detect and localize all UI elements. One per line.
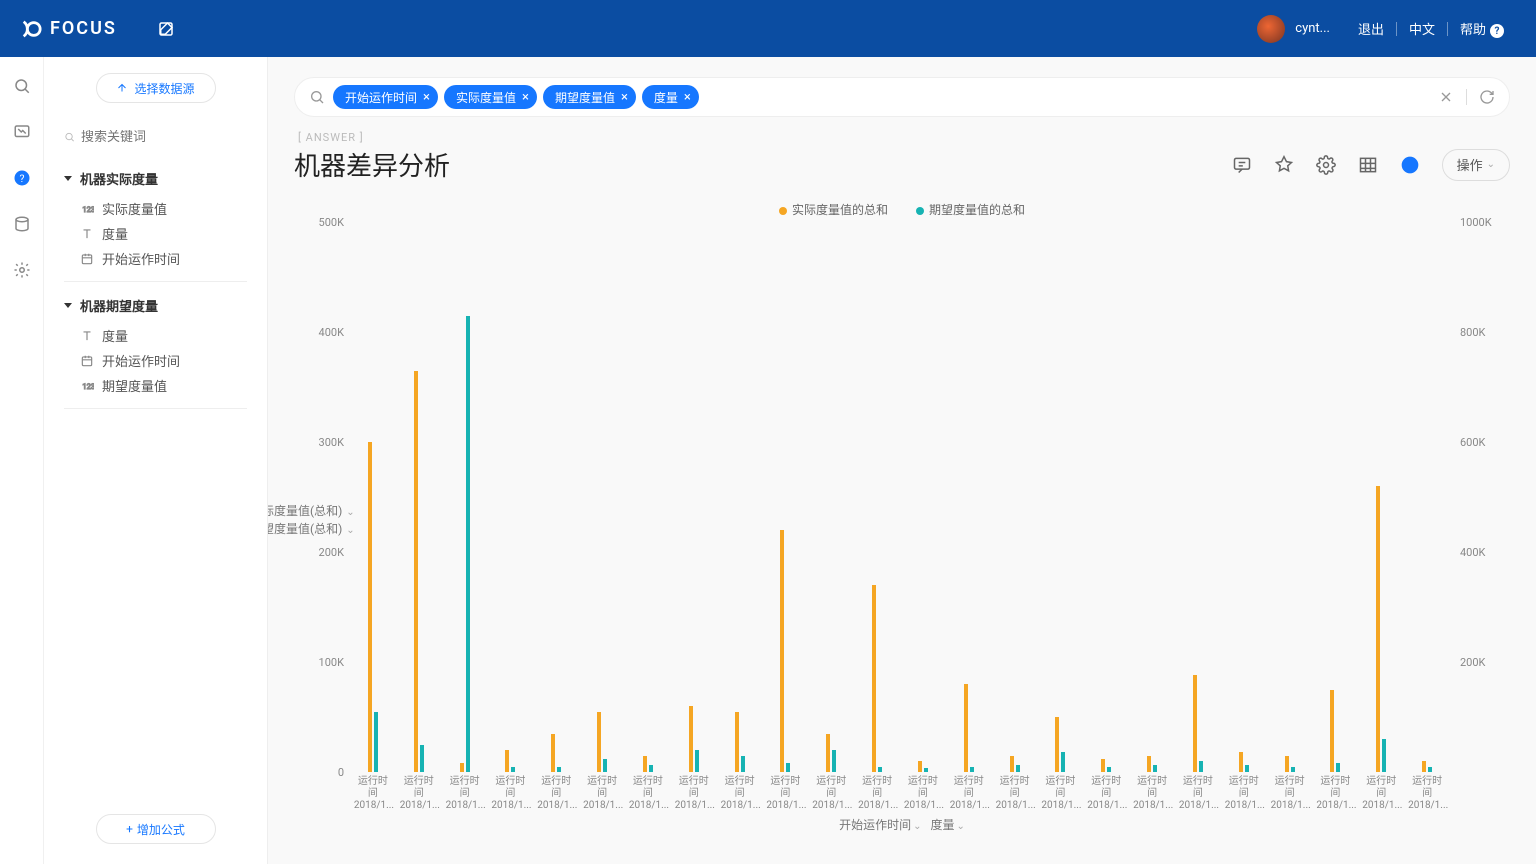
keyword-input[interactable] <box>81 130 247 145</box>
help-link[interactable]: 帮助? <box>1448 19 1516 39</box>
chart-plot <box>350 222 1454 772</box>
y-axis-right: 200K400K600K800K1000K <box>1454 222 1504 772</box>
field-item[interactable]: 123实际度量值 <box>44 196 267 221</box>
bar-actual[interactable] <box>1239 752 1243 772</box>
bar-actual[interactable] <box>1285 756 1289 773</box>
select-datasource-button[interactable]: 选择数据源 <box>96 73 216 103</box>
svg-text:?: ? <box>19 172 24 185</box>
query-bar[interactable]: 开始运作时间×实际度量值×期望度量值×度量× <box>294 77 1510 117</box>
bar-actual[interactable] <box>1010 756 1014 773</box>
y-axis-left: 0100K200K300K400K500K <box>300 222 350 772</box>
search-nav-icon[interactable] <box>13 77 31 95</box>
logout-link[interactable]: 退出 <box>1346 19 1396 38</box>
bar-actual[interactable] <box>597 712 601 773</box>
query-tag[interactable]: 开始运作时间× <box>333 85 438 109</box>
bar-actual[interactable] <box>1101 759 1105 772</box>
bar-expected[interactable] <box>1016 765 1020 772</box>
field-item[interactable]: 开始运作时间 <box>44 246 267 271</box>
bar-expected[interactable] <box>603 759 607 772</box>
edit-icon[interactable] <box>157 20 175 38</box>
svg-text:123: 123 <box>82 204 94 213</box>
operate-button[interactable]: 操作⌄ <box>1442 149 1510 181</box>
bar-actual[interactable] <box>964 684 968 772</box>
bar-actual[interactable] <box>918 761 922 772</box>
svg-text:123: 123 <box>82 381 94 390</box>
bar-expected[interactable] <box>832 750 836 772</box>
group-header[interactable]: 机器期望度量 <box>44 296 267 323</box>
board-nav-icon[interactable] <box>13 123 31 141</box>
bar-actual[interactable] <box>551 734 555 773</box>
tag-remove-icon[interactable]: × <box>522 90 529 105</box>
search-icon <box>309 89 325 105</box>
bar-actual[interactable] <box>643 756 647 773</box>
brand-logo[interactable]: FOCUS <box>20 18 117 40</box>
bar-expected[interactable] <box>420 745 424 773</box>
bar-expected[interactable] <box>1245 765 1249 772</box>
settings-icon[interactable] <box>1316 155 1336 175</box>
bar-actual[interactable] <box>735 712 739 773</box>
bar-expected[interactable] <box>1061 752 1065 772</box>
bar-actual[interactable] <box>505 750 509 772</box>
page-title: 机器差异分析 <box>294 146 450 183</box>
bar-expected[interactable] <box>741 756 745 773</box>
bar-actual[interactable] <box>1055 717 1059 772</box>
bar-expected[interactable] <box>695 750 699 772</box>
field-item[interactable]: 123期望度量值 <box>44 373 267 398</box>
bar-expected[interactable] <box>374 712 378 773</box>
bar-actual[interactable] <box>1330 690 1334 773</box>
bar-expected[interactable] <box>1336 763 1340 772</box>
y-axis-labels[interactable]: 实际度量值(总和)⌄ 期望度量值(总和)⌄ <box>268 502 355 538</box>
x-axis-meta[interactable]: 开始运作时间⌄ 度量⌄ <box>294 812 1510 833</box>
chart-type-icon[interactable] <box>1400 155 1420 175</box>
bar-actual[interactable] <box>414 371 418 773</box>
tag-remove-icon[interactable]: × <box>423 90 430 105</box>
username: cynt... <box>1295 21 1330 36</box>
refresh-icon[interactable] <box>1479 89 1495 105</box>
language-link[interactable]: 中文 <box>1397 19 1447 38</box>
add-formula-button[interactable]: +增加公式 <box>96 814 216 844</box>
answer-label: [ ANSWER ] <box>298 131 1510 144</box>
query-tag[interactable]: 实际度量值× <box>444 85 537 109</box>
clear-icon[interactable] <box>1438 89 1454 105</box>
bar-actual[interactable] <box>368 442 372 772</box>
table-icon[interactable] <box>1358 155 1378 175</box>
avatar[interactable] <box>1257 15 1285 43</box>
bar-actual[interactable] <box>1193 675 1197 772</box>
bar-expected[interactable] <box>1199 761 1203 772</box>
help-nav-icon[interactable]: ? <box>13 169 31 187</box>
bar-actual[interactable] <box>1376 486 1380 772</box>
bar-expected[interactable] <box>1153 765 1157 772</box>
bar-actual[interactable] <box>826 734 830 773</box>
tag-remove-icon[interactable]: × <box>684 90 691 105</box>
x-axis-labels: 运行时间2018/1...运行时间2018/1...运行时间2018/1...运… <box>350 772 1454 812</box>
query-tag[interactable]: 度量× <box>642 85 699 109</box>
data-nav-icon[interactable] <box>13 215 31 233</box>
bar-expected[interactable] <box>649 765 653 772</box>
settings-nav-icon[interactable] <box>13 261 31 279</box>
bar-actual[interactable] <box>872 585 876 772</box>
bar-actual[interactable] <box>780 530 784 772</box>
comment-icon[interactable] <box>1232 155 1252 175</box>
field-item[interactable]: 开始运作时间 <box>44 348 267 373</box>
keyword-search[interactable] <box>64 123 247 151</box>
chart-legend: 实际度量值的总和期望度量值的总和 <box>294 195 1510 222</box>
bar-expected[interactable] <box>466 316 470 773</box>
tag-remove-icon[interactable]: × <box>621 90 628 105</box>
field-item[interactable]: 度量 <box>44 221 267 246</box>
bar-expected[interactable] <box>786 763 790 772</box>
bar-actual[interactable] <box>460 763 464 772</box>
pin-icon[interactable] <box>1274 155 1294 175</box>
bar-actual[interactable] <box>689 706 693 772</box>
bar-actual[interactable] <box>1147 756 1151 773</box>
bar-expected[interactable] <box>1382 739 1386 772</box>
group-header[interactable]: 机器实际度量 <box>44 169 267 196</box>
field-item[interactable]: 度量 <box>44 323 267 348</box>
brand-name: FOCUS <box>50 18 117 39</box>
bar-actual[interactable] <box>1422 761 1426 772</box>
query-tag[interactable]: 期望度量值× <box>543 85 636 109</box>
